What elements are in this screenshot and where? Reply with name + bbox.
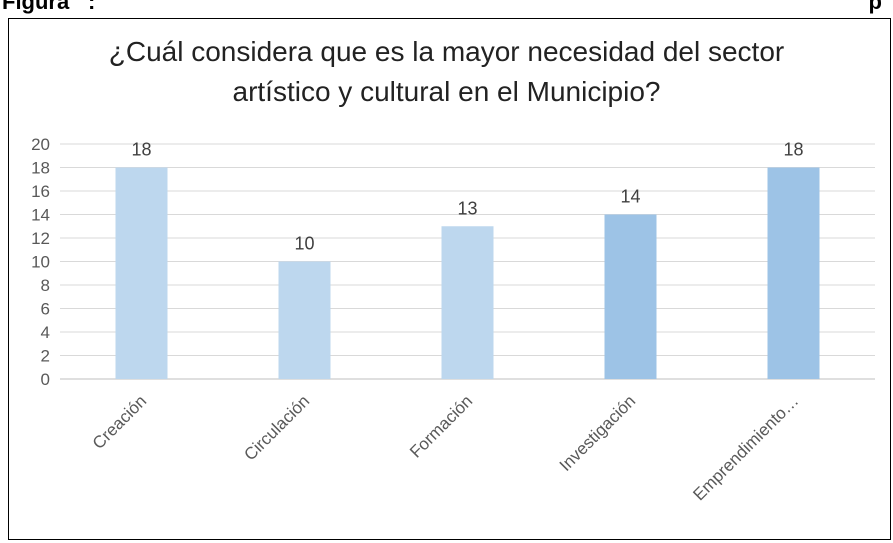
caption-separator: : — [88, 0, 95, 14]
x-tick-label: Investigación — [556, 391, 640, 475]
data-labels: 18 10 13 14 18 — [131, 140, 803, 254]
y-tick-label: 18 — [31, 159, 50, 178]
bar-2 — [441, 226, 494, 379]
y-tick-label: 20 — [31, 135, 50, 154]
bar-3 — [604, 214, 657, 379]
bar-0 — [115, 167, 168, 379]
x-tick-label: Formación — [406, 391, 476, 461]
y-tick-label: 14 — [31, 206, 50, 225]
data-label: 13 — [457, 198, 477, 218]
chart-title-line-1: ¿Cuál considera que es la mayor necesida… — [108, 36, 785, 67]
data-label: 10 — [294, 234, 314, 254]
x-axis: Creación Circulación Formación Investigació… — [89, 391, 803, 504]
chart-title: ¿Cuál considera que es la mayor necesida… — [0, 32, 893, 112]
bar-4 — [767, 167, 820, 379]
bars — [115, 167, 820, 379]
bar-1 — [278, 261, 331, 379]
data-label: 18 — [131, 140, 151, 160]
caption-prefix: Figura — [2, 0, 70, 14]
y-tick-label: 10 — [31, 253, 50, 272]
y-tick-label: 8 — [41, 276, 50, 295]
chart-title-line-2: artístico y cultural en el Municipio? — [232, 76, 661, 107]
y-tick-label: 4 — [41, 323, 50, 342]
data-label: 14 — [620, 187, 640, 207]
y-tick-label: 12 — [31, 229, 50, 248]
caption-suffix: p — [869, 0, 882, 14]
x-tick-label: Emprendimiento… — [689, 391, 802, 504]
figure-caption-fragment: Figura: p — [2, 0, 882, 14]
y-tick-label: 0 — [41, 370, 50, 389]
y-axis: 0 2 4 6 8 10 12 14 16 18 20 — [31, 135, 50, 389]
x-tick-label: Creación — [89, 391, 151, 453]
x-tick-label: Circulación — [240, 391, 313, 464]
y-tick-label: 2 — [41, 347, 50, 366]
y-tick-label: 16 — [31, 182, 50, 201]
data-label: 18 — [783, 140, 803, 160]
y-tick-label: 6 — [41, 300, 50, 319]
